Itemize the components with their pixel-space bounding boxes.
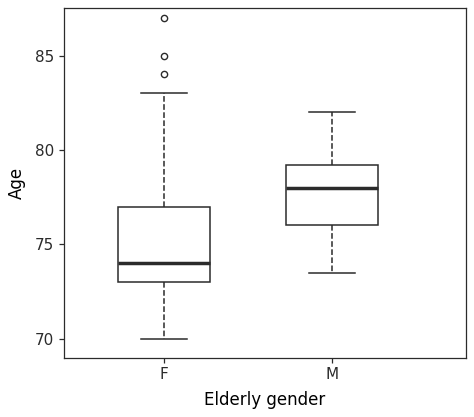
PathPatch shape <box>118 206 210 282</box>
X-axis label: Elderly gender: Elderly gender <box>204 391 325 409</box>
PathPatch shape <box>286 165 378 226</box>
Y-axis label: Age: Age <box>9 167 27 199</box>
